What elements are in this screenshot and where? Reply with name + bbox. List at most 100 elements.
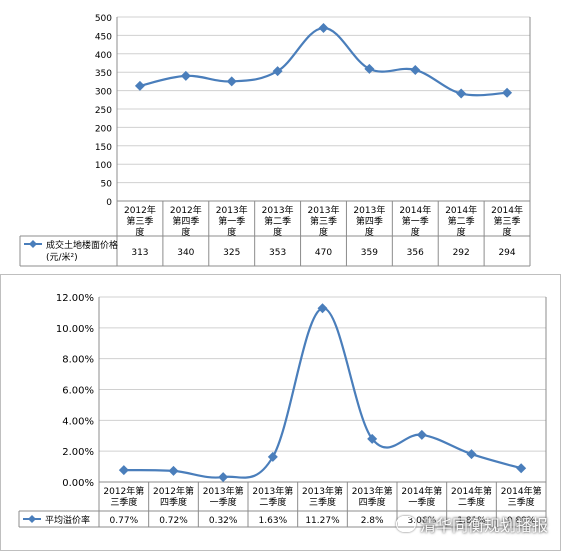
data-point xyxy=(218,472,229,483)
x-tick-label: 度 xyxy=(227,226,236,238)
y-tick-label: 300 xyxy=(95,88,112,98)
data-table-value: 11.27% xyxy=(305,516,340,526)
x-tick-label: 度 xyxy=(457,226,466,238)
y-tick-label: 4.00% xyxy=(62,416,94,427)
data-table-value: 0.72% xyxy=(159,516,188,526)
x-tick-label: 度 xyxy=(319,226,328,238)
data-point xyxy=(416,429,427,440)
data-table-value: 470 xyxy=(315,248,332,258)
x-tick-label: 2014年第 xyxy=(501,485,542,497)
data-table-value: 0.77% xyxy=(110,516,139,526)
x-tick-label: 度 xyxy=(411,226,420,238)
x-tick-label: 第三季 xyxy=(494,215,521,227)
data-table-value: 359 xyxy=(361,248,378,258)
x-tick-label: 第三季 xyxy=(126,215,153,227)
x-tick-label: 四季度 xyxy=(160,496,187,508)
data-table-value: 353 xyxy=(269,248,286,258)
x-tick-label: 2014年第 xyxy=(401,485,442,497)
data-point xyxy=(118,465,129,476)
y-tick-label: 200 xyxy=(95,124,112,134)
watermark: 清华同衡规划播报 xyxy=(395,512,548,536)
data-point xyxy=(456,88,467,99)
data-table-value: 325 xyxy=(223,248,240,258)
y-tick-label: 2.00% xyxy=(62,447,94,458)
x-tick-label: 第三季 xyxy=(310,215,337,227)
y-tick-label: 10.00% xyxy=(56,324,94,335)
x-tick-label: 2012年第 xyxy=(103,485,144,497)
chart-land-price: 0 50 100 150 200 250 300 350 400 450 500 2012年 第三季度 2… xyxy=(0,0,561,268)
x-tick-label: 二季度 xyxy=(458,496,485,508)
x-tick-label: 2013年第 xyxy=(203,485,244,497)
y-tick-label: 12.00% xyxy=(56,293,94,304)
legend-label: (元/米²) xyxy=(46,251,78,263)
y-tick-label: 500 xyxy=(95,14,112,24)
data-table-value: 294 xyxy=(498,248,515,258)
data-table-value: 356 xyxy=(407,248,424,258)
x-tick-label: 三季度 xyxy=(508,496,535,508)
x-tick-label: 2013年第 xyxy=(352,485,393,497)
x-tick-label: 三季度 xyxy=(110,496,137,508)
x-tick-label: 2014年第 xyxy=(451,485,492,497)
x-tick-label: 第四季 xyxy=(172,215,199,227)
x-tick-label: 2014年 xyxy=(399,204,431,216)
x-tick-label: 度 xyxy=(135,226,144,238)
y-tick-label: 450 xyxy=(95,32,112,42)
data-point xyxy=(516,463,527,474)
y-tick-label: 150 xyxy=(95,143,112,153)
data-point xyxy=(318,23,329,34)
x-tick-label: 三季度 xyxy=(309,496,336,508)
y-tick-label: 8.00% xyxy=(62,355,94,366)
data-table-value: 1.81% xyxy=(457,516,486,526)
wechat-icon xyxy=(395,516,416,532)
x-tick-label: 四季度 xyxy=(359,496,386,508)
series-line xyxy=(139,26,508,97)
x-tick-label: 度 xyxy=(365,226,374,238)
data-point xyxy=(317,303,328,314)
legend-label: 平均溢价率 xyxy=(45,514,90,526)
data-table-value: 0.89% xyxy=(507,516,536,526)
data-table-value: 3.06% xyxy=(408,516,437,526)
watermark-text: 清华同衡规划播报 xyxy=(419,516,548,535)
y-tick-label: 400 xyxy=(95,51,112,61)
x-tick-label: 2013年 xyxy=(262,204,294,216)
chart-premium-rate: 0.00% 2.00% 4.00% 6.00% 8.00% 10.00% 12.00% 201… xyxy=(0,274,561,551)
x-tick-label: 2013年 xyxy=(308,204,340,216)
data-table-value: 313 xyxy=(131,248,148,258)
x-tick-label: 第一季 xyxy=(402,215,429,227)
x-tick-label: 2013年 xyxy=(353,204,385,216)
x-tick-label: 度 xyxy=(181,226,190,238)
y-tick-label: 50 xyxy=(101,180,113,190)
x-tick-label: 2013年第 xyxy=(252,485,293,497)
y-tick-label: 6.00% xyxy=(62,386,94,397)
x-tick-label: 度 xyxy=(503,226,512,238)
y-tick-label: 100 xyxy=(95,161,112,171)
y-tick-label: 350 xyxy=(95,69,112,79)
x-tick-label: 2012年 xyxy=(124,204,156,216)
data-table-value: 2.8% xyxy=(361,516,384,526)
data-point xyxy=(267,451,278,462)
x-tick-label: 2014年 xyxy=(445,204,477,216)
data-table-value: 0.32% xyxy=(209,516,238,526)
x-tick-label: 2012年第 xyxy=(153,485,194,497)
x-tick-label: 一季度 xyxy=(408,496,435,508)
data-point xyxy=(502,87,513,98)
legend-marker-icon xyxy=(29,240,37,248)
chart-premium-rate-svg: 0.00% 2.00% 4.00% 6.00% 8.00% 10.00% 12.00% 201… xyxy=(18,293,547,528)
data-point xyxy=(410,64,421,75)
x-tick-label: 2013年 xyxy=(216,204,248,216)
y-tick-label: 0.00% xyxy=(62,478,94,489)
y-tick-label: 0 xyxy=(106,198,112,208)
data-point xyxy=(226,76,237,87)
y-tick-label: 250 xyxy=(95,106,112,116)
x-tick-label: 一季度 xyxy=(210,496,237,508)
x-tick-label: 第四季 xyxy=(356,215,383,227)
legend-label: 成交土地楼面价格 xyxy=(46,239,118,251)
data-point xyxy=(272,66,283,77)
data-table-value: 1.63% xyxy=(259,516,288,526)
data-table-value: 340 xyxy=(177,248,194,258)
data-table-value: 292 xyxy=(453,248,470,258)
data-point xyxy=(367,433,378,444)
data-point xyxy=(364,63,375,74)
data-point xyxy=(466,449,477,460)
